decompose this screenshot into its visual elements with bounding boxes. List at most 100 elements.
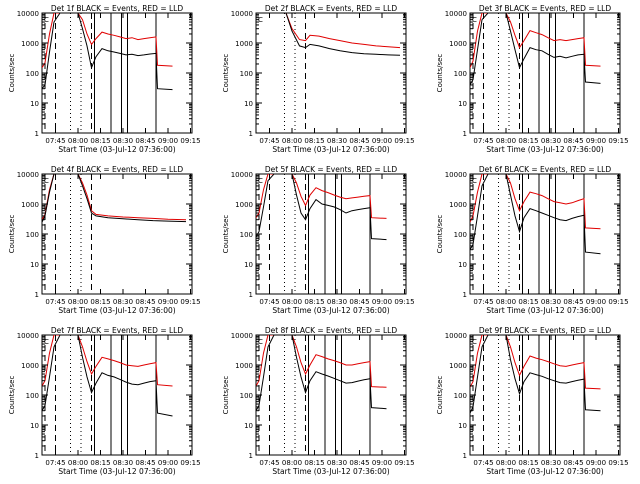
- panel-title: Det 5f BLACK = Events, RED = LLD: [265, 165, 398, 174]
- y-axis-label: Counts/sec: [436, 54, 444, 93]
- x-tick-label: 08:30: [113, 137, 133, 145]
- events-series-line: [256, 174, 387, 241]
- y-tick-label: 10000: [17, 332, 39, 340]
- events-series-line: [470, 335, 601, 414]
- x-tick-label: 08:30: [327, 459, 347, 467]
- detector-panel-8: 1 10 100 1000 10000 07:45 08:00 08:15 08:30 08:45…: [222, 326, 415, 476]
- x-tick-label: 08:45: [349, 137, 369, 145]
- x-tick-label: 08:00: [496, 298, 516, 306]
- y-axis-label: Counts/sec: [222, 376, 230, 415]
- x-tick-label: 08:00: [282, 137, 302, 145]
- panel-title: Det 4f BLACK = Events, RED = LLD: [51, 165, 184, 174]
- x-tick-label: 09:15: [180, 298, 200, 306]
- x-tick-label: 07:45: [473, 137, 493, 145]
- x-tick-label: 07:45: [259, 137, 279, 145]
- x-tick-label: 09:00: [586, 459, 606, 467]
- y-tick-label: 10: [244, 261, 253, 269]
- corner-mark: C: [258, 16, 263, 24]
- x-tick-label: 08:00: [68, 137, 88, 145]
- events-series-line: [470, 174, 601, 255]
- data-lines: [470, 13, 601, 86]
- x-tick-label: 08:45: [135, 298, 155, 306]
- x-tick-label: 08:30: [541, 298, 561, 306]
- x-tick-label: 08:00: [496, 137, 516, 145]
- events-series-line: [42, 335, 173, 417]
- panel-title: Det 8f BLACK = Events, RED = LLD: [265, 326, 398, 335]
- x-tick-label: 08:30: [327, 298, 347, 306]
- x-axis-label: Start Time (03-Jul-12 07:36:00): [486, 467, 603, 476]
- y-tick-label: 1: [35, 291, 39, 299]
- x-tick-label: 09:00: [586, 298, 606, 306]
- x-axis-label: Start Time (03-Jul-12 07:36:00): [58, 306, 175, 315]
- y-tick-label: 10: [244, 422, 253, 430]
- y-tick-label: 10: [30, 422, 39, 430]
- x-axis-label: Start Time (03-Jul-12 07:36:00): [486, 145, 603, 154]
- y-axis-label: Counts/sec: [8, 215, 16, 254]
- plot-frame: [255, 334, 407, 456]
- data-lines: [42, 335, 173, 417]
- x-tick-label: 08:45: [135, 137, 155, 145]
- x-tick-label: 07:45: [473, 298, 493, 306]
- y-axis-label: Counts/sec: [8, 376, 16, 415]
- corner-mark: C: [44, 177, 49, 185]
- data-lines: [470, 174, 601, 255]
- y-tick-label: 10000: [445, 332, 467, 340]
- y-tick-label: 1: [35, 130, 39, 138]
- x-tick-label: 09:00: [372, 137, 392, 145]
- y-tick-label: 10: [458, 261, 467, 269]
- plot-frame: [41, 12, 193, 134]
- x-tick-label: 08:45: [349, 298, 369, 306]
- y-tick-label: 1000: [21, 201, 39, 209]
- detector-panel-7: 1 10 100 1000 10000 07:45 08:00 08:15 08:30 08:45…: [8, 326, 201, 476]
- y-tick-label: 1000: [21, 362, 39, 370]
- plot-frame: [255, 12, 407, 134]
- y-tick-label: 1000: [235, 40, 253, 48]
- x-tick-label: 08:15: [90, 137, 110, 145]
- y-tick-label: 10000: [231, 10, 253, 18]
- x-tick-label: 08:45: [135, 459, 155, 467]
- x-tick-label: 08:45: [563, 459, 583, 467]
- y-tick-label: 100: [454, 70, 467, 78]
- y-tick-label: 1: [249, 130, 253, 138]
- x-tick-label: 09:00: [372, 298, 392, 306]
- y-tick-label: 1: [249, 452, 253, 460]
- detector-panel-1: 1 10 100 1000 10000 07:45 08:00 08:15 08:30 08:45…: [8, 4, 201, 154]
- x-tick-label: 09:15: [180, 459, 200, 467]
- y-tick-label: 10: [458, 422, 467, 430]
- y-tick-label: 10000: [445, 171, 467, 179]
- data-lines: [256, 13, 401, 56]
- plot-frame: [469, 12, 621, 134]
- detector-panel-5: 1 10 100 1000 10000 07:45 08:00 08:15 08:30 08:45…: [222, 165, 415, 315]
- panel-title: Det 6f BLACK = Events, RED = LLD: [479, 165, 612, 174]
- y-tick-label: 10000: [445, 10, 467, 18]
- x-tick-label: 09:00: [158, 298, 178, 306]
- panel-title: Det 7f BLACK = Events, RED = LLD: [51, 326, 184, 335]
- x-axis-label: Start Time (03-Jul-12 07:36:00): [58, 467, 175, 476]
- y-tick-label: 10000: [231, 332, 253, 340]
- x-tick-label: 08:15: [304, 137, 324, 145]
- corner-mark: C: [44, 16, 49, 24]
- y-tick-label: 100: [240, 231, 253, 239]
- x-axis-label: Start Time (03-Jul-12 07:36:00): [272, 467, 389, 476]
- panel-title: Det 2f BLACK = Events, RED = LLD: [265, 4, 398, 13]
- x-tick-label: 09:15: [180, 137, 200, 145]
- x-tick-label: 08:00: [68, 459, 88, 467]
- x-tick-label: 09:15: [394, 137, 414, 145]
- x-tick-label: 09:00: [158, 459, 178, 467]
- lld-series-line: [256, 335, 387, 388]
- corner-mark: C: [472, 338, 477, 346]
- y-tick-label: 1000: [235, 362, 253, 370]
- x-tick-label: 07:45: [45, 459, 65, 467]
- events-series-line: [42, 13, 173, 91]
- data-lines: [256, 174, 387, 241]
- events-series-line: [470, 13, 601, 86]
- data-lines: [42, 13, 173, 91]
- corner-mark: C: [472, 177, 477, 185]
- x-tick-label: 08:30: [113, 459, 133, 467]
- x-tick-label: 07:45: [259, 298, 279, 306]
- corner-mark: C: [472, 16, 477, 24]
- x-tick-label: 08:15: [518, 137, 538, 145]
- x-tick-label: 09:15: [394, 298, 414, 306]
- plot-frame: [469, 173, 621, 295]
- x-tick-label: 08:15: [304, 459, 324, 467]
